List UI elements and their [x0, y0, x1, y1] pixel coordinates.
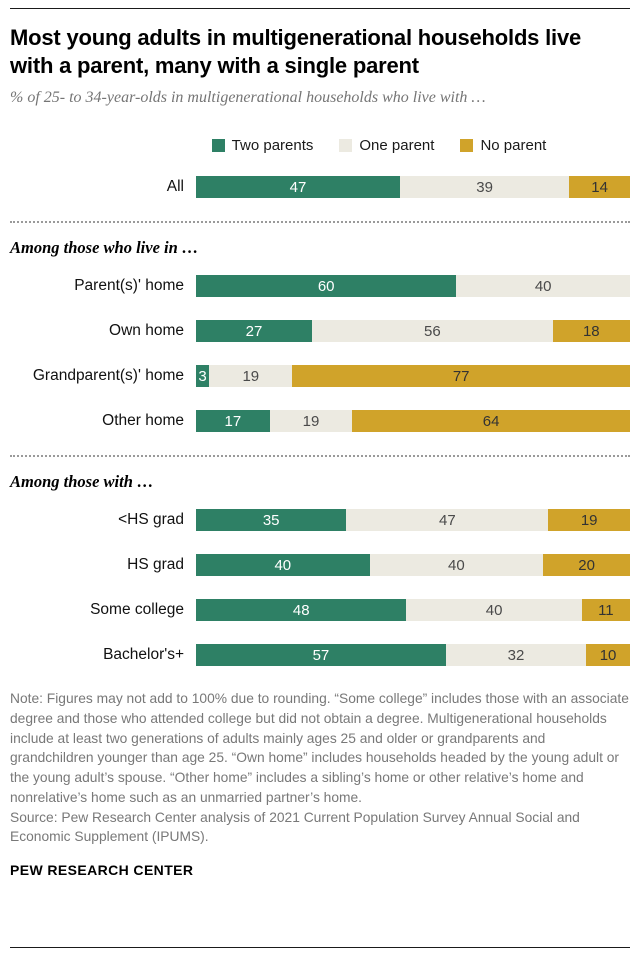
bar-segment-two-parents: 60 [196, 275, 457, 298]
bar-segment-two-parents: 3 [196, 365, 210, 388]
section-divider [10, 221, 630, 224]
bar-track: 57 32 10 [196, 644, 630, 667]
bar-segment-one-parent: 19 [269, 410, 353, 433]
bar-row-label: Parent(s)' home [74, 277, 184, 295]
bar-segment-two-parents: 35 [196, 509, 347, 532]
bar-track: 47 39 14 [196, 176, 630, 199]
legend-label: No parent [480, 137, 547, 155]
bar-segment-one-parent: 56 [312, 320, 553, 343]
bar-row-label: HS grad [127, 556, 184, 574]
bar-track: 17 19 64 [196, 410, 630, 433]
legend-swatch-two-parents [211, 139, 225, 153]
section-divider [10, 455, 630, 458]
legend-swatch-no-parent [460, 139, 474, 153]
bar-segment-no-parent: 19 [548, 509, 630, 532]
bar-row: Grandparent(s)' home 3 19 77 [10, 365, 630, 388]
legend-item-no-parent: No parent [460, 137, 546, 154]
legend-item-two-parents: Two parents [211, 137, 314, 155]
bar-segment-no-parent: 64 [352, 410, 630, 433]
bar-row-label: All [166, 178, 184, 196]
bar-track: 27 56 18 [196, 320, 630, 343]
bar-row: Own home 27 56 18 [10, 320, 630, 343]
bar-row: Other home 17 19 64 [10, 410, 630, 433]
legend-label: One parent [359, 137, 435, 155]
bar-segment-one-parent: 39 [399, 176, 570, 199]
bar-segment-no-parent: 10 [586, 644, 630, 667]
source-text: Source: Pew Research Center analysis of … [10, 809, 580, 845]
chart-rows: All 47 39 14 Among those who live in … Parent… [10, 176, 630, 689]
chart-title: Most young adults in multigenerational h… [10, 25, 582, 79]
bar-segment-two-parents: 17 [196, 410, 270, 433]
bar-row-label: <HS grad [118, 511, 184, 529]
bar-segment-one-parent: 19 [209, 365, 293, 388]
bar-segment-one-parent: 40 [369, 554, 544, 577]
bar-row: HS grad 40 40 20 [10, 554, 630, 577]
legend-label: Two parents [231, 137, 314, 155]
bar-segment-no-parent: 14 [569, 176, 630, 199]
bar-segment-no-parent: 77 [292, 365, 630, 388]
bar-track: 48 40 11 [196, 599, 630, 622]
bottom-rule [10, 947, 630, 948]
bar-segment-no-parent: 18 [552, 320, 630, 343]
bar-segment-no-parent: 20 [543, 554, 630, 577]
bar-row-label: Some college [90, 601, 184, 619]
bar-row: Parent(s)' home 60 40 [10, 275, 630, 298]
bar-row: <HS grad 35 47 19 [10, 509, 630, 532]
bar-row-label: Bachelor's+ [103, 646, 184, 664]
bar-track: 35 47 19 [196, 509, 630, 532]
bar-track: 3 19 77 [196, 365, 630, 388]
bar-row: All 47 39 14 [10, 176, 630, 199]
top-rule [10, 8, 630, 9]
bar-segment-two-parents: 47 [196, 176, 400, 199]
section-header: Among those with … [10, 472, 154, 492]
bar-track: 60 40 [196, 275, 630, 298]
bar-segment-one-parent: 40 [406, 599, 582, 622]
bar-segment-two-parents: 48 [196, 599, 407, 622]
bar-segment-one-parent: 40 [456, 275, 630, 298]
legend-swatch-one-parent [339, 139, 353, 153]
bar-row-label: Own home [109, 322, 184, 340]
note-text: Note: Figures may not add to 100% due to… [10, 691, 629, 805]
bar-segment-no-parent: 11 [581, 599, 630, 622]
bar-segment-two-parents: 27 [196, 320, 313, 343]
bar-row-label: Grandparent(s)' home [32, 367, 184, 385]
bar-segment-one-parent: 32 [445, 644, 587, 667]
bar-segment-two-parents: 57 [196, 644, 446, 667]
chart-subtitle: % of 25- to 34-year-olds in multigenerat… [10, 89, 486, 107]
bar-track: 40 40 20 [196, 554, 630, 577]
bar-row-label: Other home [102, 412, 184, 430]
section-header: Among those who live in … [10, 238, 199, 258]
brand-label: PEW RESEARCH CENTER [10, 862, 194, 879]
bar-row: Bachelor's+ 57 32 10 [10, 644, 630, 667]
bar-segment-one-parent: 47 [346, 509, 549, 532]
bar-segment-two-parents: 40 [196, 554, 370, 577]
bar-row: Some college 48 40 11 [10, 599, 630, 622]
legend-item-one-parent: One parent [339, 137, 434, 154]
chart-legend: Two parents One parent No parent [10, 137, 630, 154]
